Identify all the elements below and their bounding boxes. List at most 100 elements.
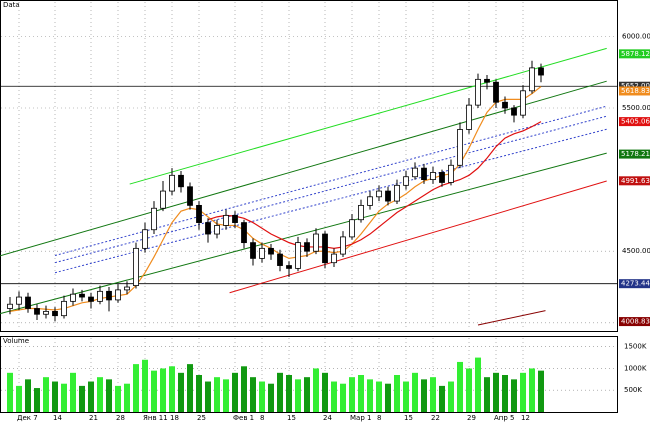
moving-average [207, 121, 542, 249]
candle-body [43, 310, 49, 315]
candle-body [286, 265, 292, 269]
volume-bar [106, 379, 112, 412]
volume-bar [133, 364, 139, 412]
volume-title: Volume [3, 337, 29, 345]
volume-bar [340, 383, 346, 412]
candle-body [142, 229, 148, 249]
price-tag-label: 4273.44 [621, 280, 650, 288]
volume-bar [79, 385, 85, 412]
volume-bar [304, 377, 310, 412]
candle-body [151, 207, 157, 231]
volume-bar [205, 381, 211, 412]
candle-body [457, 129, 463, 166]
price-tag-label: 5178.21 [621, 150, 650, 158]
candle-body [106, 290, 112, 301]
candle-body [241, 222, 247, 244]
candle-body [502, 101, 508, 109]
price-tag-label: 5405.06 [621, 118, 650, 126]
x-tick-label: 15 [287, 414, 296, 422]
candle-body [259, 247, 265, 259]
trendline [477, 310, 546, 326]
candle-body [439, 172, 445, 183]
y-tick-label: 500K [624, 386, 642, 394]
candle-body [430, 172, 436, 181]
candle-body [529, 67, 535, 92]
candle-body [34, 308, 40, 315]
candle-body [70, 293, 76, 302]
x-tick-label: 24 [323, 414, 332, 422]
price-tag-label: 4008.83 [621, 318, 650, 326]
volume-bar [502, 375, 508, 412]
chart-title: Data [3, 1, 20, 9]
x-tick-label: 8 [260, 414, 264, 422]
x-tick-label: 8 [377, 414, 381, 422]
volume-bar [187, 364, 193, 412]
x-tick-label: 29 [467, 414, 476, 422]
volume-bar [214, 377, 220, 412]
trendline [54, 128, 607, 274]
candle-body [160, 190, 166, 209]
x-tick-label: Янв 11 [143, 414, 168, 422]
candle-body [484, 78, 490, 83]
trendline [129, 47, 607, 185]
candle-body [448, 164, 454, 183]
volume-bar [511, 379, 517, 412]
candle-body [313, 233, 319, 252]
price-tag [619, 176, 650, 186]
volume-bar [97, 377, 103, 412]
candle-body [421, 167, 427, 181]
candle-body [475, 78, 481, 106]
candle-body [232, 215, 238, 223]
x-tick-label: Мар 1 [350, 414, 371, 422]
volume-bar [277, 372, 283, 412]
price-tag [619, 49, 650, 59]
price-tag [619, 279, 650, 289]
candle-body [178, 174, 184, 188]
volume-bar [430, 377, 436, 412]
volume-bar [439, 385, 445, 412]
trendline [54, 115, 607, 264]
price-tag-label: 5618.83 [621, 87, 650, 95]
candle-body [331, 253, 337, 264]
volume-bar [259, 381, 265, 412]
candle-body [124, 286, 130, 291]
volume-bar [142, 359, 148, 412]
volume-bar [178, 372, 184, 412]
trendline [0, 152, 607, 315]
candle-body [169, 174, 175, 192]
volume-bar [358, 375, 364, 412]
volume-bar [484, 377, 490, 412]
volume-bar [331, 381, 337, 412]
candle-body [61, 300, 67, 317]
volume-bar [16, 385, 22, 412]
volume-bar [160, 368, 166, 412]
candle-body [358, 204, 364, 221]
x-tick-label: 21 [89, 414, 98, 422]
price-tag-label: 5652.00 [621, 82, 650, 90]
price-tag [619, 317, 650, 327]
x-tick-label: 12 [521, 414, 530, 422]
candle-body [367, 196, 373, 206]
candle-body [403, 176, 409, 186]
volume-bar [367, 379, 373, 412]
volume-bar [169, 366, 175, 412]
price-tag-label: 4991.63 [621, 177, 650, 185]
x-tick-label: Дек 7 [17, 414, 38, 422]
volume-bar [529, 368, 535, 412]
trendline [54, 105, 607, 257]
volume-bar [124, 383, 130, 412]
x-tick-label: 28 [116, 414, 125, 422]
trendline [229, 180, 607, 294]
volume-bar [223, 379, 229, 412]
volume-bar [349, 377, 355, 412]
volume-bar [493, 372, 499, 412]
volume-bar [7, 372, 13, 412]
volume-bar [403, 381, 409, 412]
volume-bar [70, 372, 76, 412]
candle-body [250, 242, 256, 259]
y-tick-label: 1500K [624, 343, 647, 351]
trendline [0, 80, 607, 257]
volume-bar [457, 361, 463, 412]
candle-body [466, 104, 472, 130]
